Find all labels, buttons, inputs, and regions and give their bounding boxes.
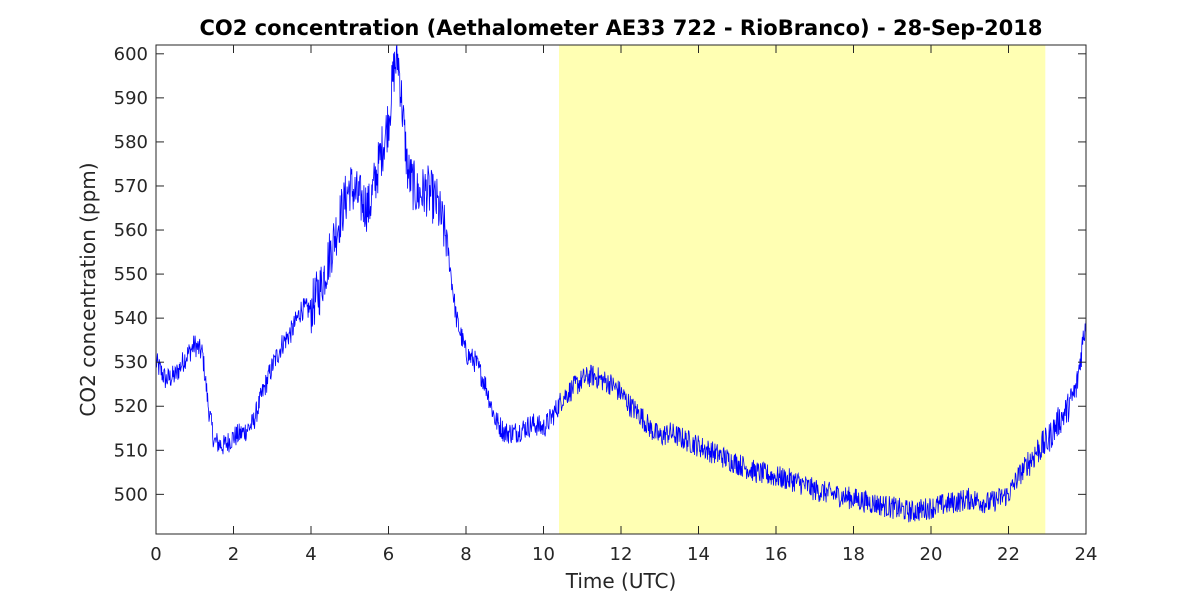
- axes-frame: [155, 44, 1087, 535]
- y-tick-label: 580: [114, 132, 148, 153]
- y-tick-label: 500: [114, 484, 148, 505]
- y-tick-label: 560: [114, 220, 148, 241]
- x-tick-label: 4: [305, 544, 316, 565]
- ticks-group: 0 2 4 6 8 10 12 14 16 18 20 22 245005105205305405505…: [114, 44, 1098, 565]
- y-tick-label: 590: [114, 88, 148, 109]
- y-tick-label: 510: [114, 440, 148, 461]
- y-tick-label: 550: [114, 264, 148, 285]
- y-tick-label: 540: [114, 308, 148, 329]
- x-tick-label: 6: [383, 544, 394, 565]
- x-tick-label: 8: [460, 544, 471, 565]
- y-axis-label: CO2 concentration (ppm): [76, 162, 100, 416]
- y-tick-label: 530: [114, 352, 148, 373]
- x-tick-label: 12: [610, 544, 633, 565]
- chart-title: CO2 concentration (Aethalometer AE33 722…: [200, 16, 1043, 40]
- x-tick-label: 16: [765, 544, 788, 565]
- x-tick-label: 14: [687, 544, 710, 565]
- x-tick-label: 24: [1075, 544, 1098, 565]
- y-tick-label: 520: [114, 396, 148, 417]
- x-tick-label: 20: [920, 544, 943, 565]
- x-tick-label: 18: [842, 544, 865, 565]
- highlight-region: [559, 45, 1046, 534]
- x-axis-label: Time (UTC): [565, 569, 677, 593]
- y-tick-label: 570: [114, 176, 148, 197]
- series-group: [155, 44, 1087, 523]
- y-tick-label: 600: [114, 44, 148, 65]
- series-line-0: [155, 44, 1087, 523]
- x-tick-label: 0: [150, 544, 161, 565]
- x-tick-label: 2: [228, 544, 239, 565]
- x-tick-label: 10: [532, 544, 555, 565]
- x-tick-label: 22: [997, 544, 1020, 565]
